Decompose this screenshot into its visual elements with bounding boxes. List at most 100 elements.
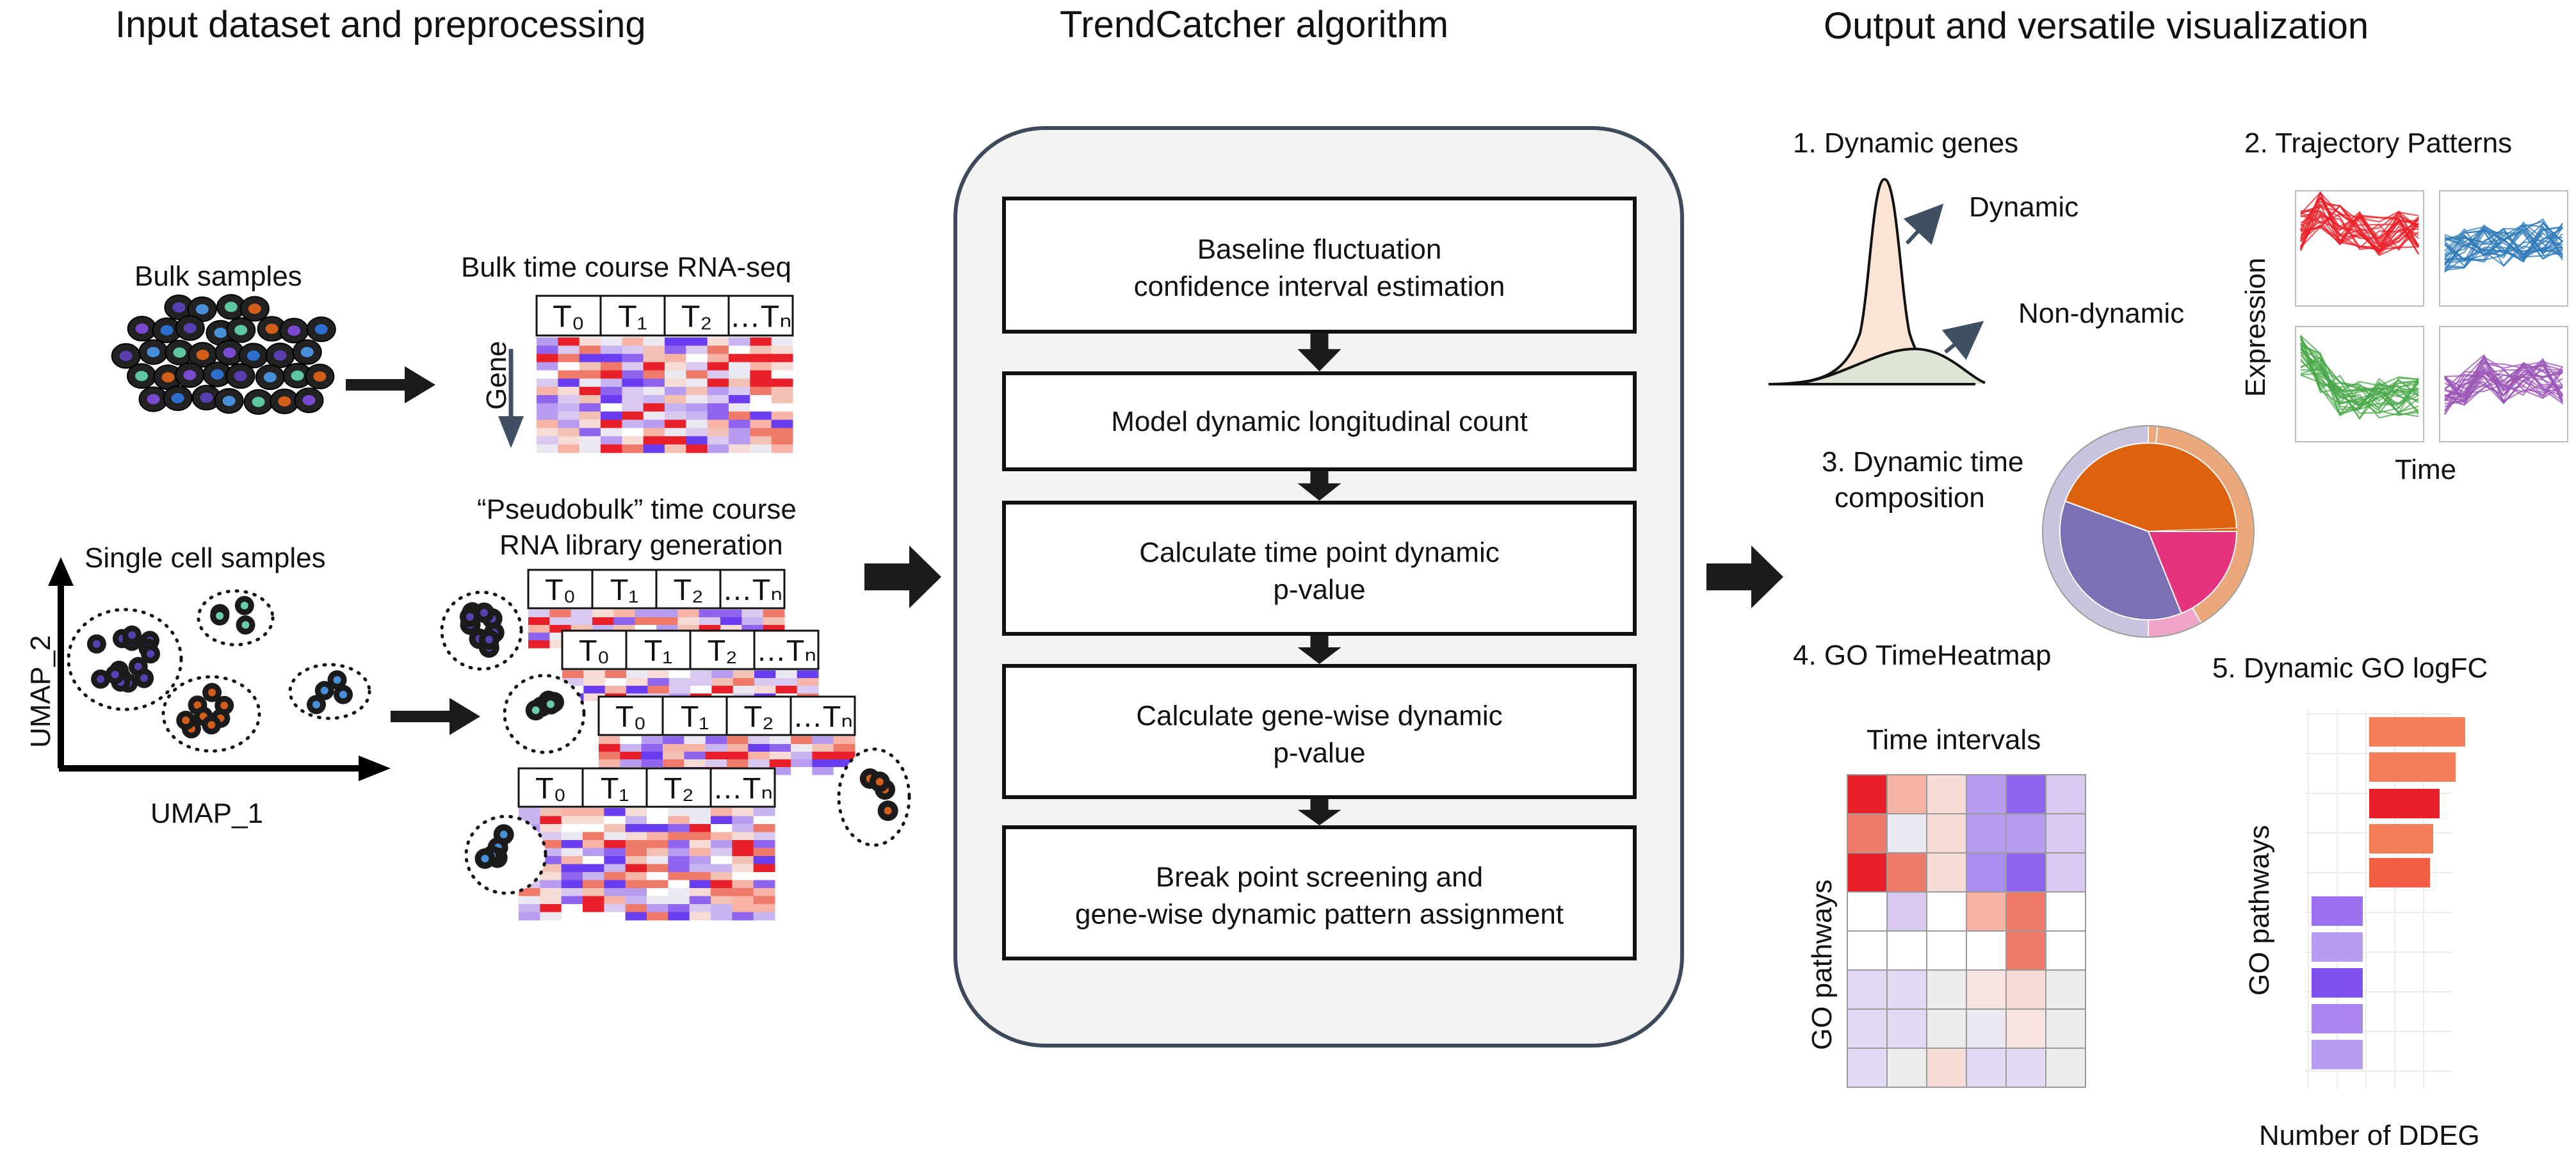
heatmap-cell: [620, 744, 642, 752]
time-header-cell: [645, 767, 712, 808]
heatmap-cell: [622, 345, 644, 355]
heatmap-cell: [647, 832, 668, 841]
section-title-output: Output and versatile visualization: [1824, 5, 2369, 47]
heatmap-cell: [753, 872, 775, 880]
heatmap-cell: [604, 848, 626, 857]
step-box: [1002, 825, 1637, 960]
go-heatmap-cell: [1847, 852, 1888, 893]
heatmap-cell: [753, 904, 775, 912]
single-cell-nucleus: [884, 807, 892, 815]
time-header-cell: [727, 295, 794, 337]
step-arrow-head: [1297, 809, 1341, 825]
heatmap-cell: [604, 670, 627, 679]
step-box: [1002, 501, 1637, 636]
go-heatmap-cell: [1966, 774, 2007, 814]
section-title-algorithm: TrendCatcher algorithm: [1060, 4, 1448, 45]
heatmap-cell: [668, 808, 690, 816]
logfc-bar-down: [2312, 1004, 2363, 1033]
step-text-line1: Break point screening and: [1156, 862, 1483, 893]
step-text-line1: Calculate gene-wise dynamic: [1136, 700, 1502, 732]
time-header-cell: [591, 569, 658, 610]
heatmap-cell: [711, 816, 733, 825]
heatmap-cell: [599, 736, 620, 745]
heatmap-cell: [625, 880, 647, 889]
section-title-input: Input dataset and preprocessing: [115, 4, 646, 45]
heatmap-cell: [720, 617, 742, 626]
heatmap-cell: [686, 362, 708, 371]
bulk-cell-nucleus: [313, 371, 327, 382]
bulk-time-header: T₀ T₁ T₂ …Tₙ: [535, 295, 794, 337]
single-cell-nucleus: [216, 611, 224, 620]
heatmap-cell: [741, 610, 764, 618]
heatmap-cell: [625, 824, 647, 832]
heatmap-cell: [583, 832, 604, 841]
pseudobulk-label-line1: “Pseudobulk” time course: [477, 494, 797, 525]
heatmap-cell: [711, 896, 733, 905]
trajectory-line: [2444, 226, 2563, 273]
heatmap-cell: [601, 419, 622, 428]
heatmap-cell: [583, 872, 604, 880]
heatmap-cell: [540, 832, 562, 841]
heatmap-cell: [604, 686, 627, 694]
heatmap-cell: [643, 353, 665, 363]
heatmap-cell: [625, 840, 647, 848]
heatmap-cell: [583, 912, 604, 921]
go-heatmap-cell: [1847, 1048, 1888, 1088]
heatmap-cell: [537, 411, 558, 421]
bulk-cell-nucleus: [265, 323, 279, 334]
heatmap-cell: [622, 378, 644, 387]
heatmap-cell: [561, 904, 583, 912]
heatmap-cell: [791, 759, 813, 768]
go-heatmap-cell: [1966, 891, 2007, 932]
heatmap-cell: [771, 387, 793, 396]
heatmap-cell: [583, 880, 604, 889]
heatmap-cell: [592, 610, 614, 618]
time-header-cell: [709, 767, 776, 808]
heatmap-cell: [622, 419, 644, 428]
heatmap-cell: [647, 904, 668, 912]
trajectory-panel-4: [2439, 326, 2568, 442]
heatmap-cell: [705, 744, 727, 752]
heatmap-cell: [647, 686, 670, 694]
heatmap-cell: [604, 912, 626, 921]
algorithm-step-2: Model dynamic longitudinal count: [1002, 371, 1637, 471]
heatmap-cell: [748, 736, 770, 745]
trajectory-panel-3: [2295, 326, 2424, 442]
go-heatmap-cell: [1966, 852, 2007, 893]
step-text-line1: Baseline fluctuation: [1197, 234, 1442, 265]
time-axis-label: Time: [2395, 454, 2456, 485]
heatmap-cell: [665, 337, 686, 346]
heatmap-cell: [729, 403, 750, 412]
heatmap-cell: [540, 880, 562, 889]
go-heatmap-cell: [2005, 1008, 2046, 1049]
time-header-label: T₁: [644, 634, 672, 667]
heatmap-cell: [690, 670, 712, 679]
heatmap-cell: [729, 419, 750, 428]
heatmap-cell: [583, 808, 604, 816]
go-heatmap-cell: [1926, 1048, 1967, 1088]
heatmap-cell: [561, 872, 583, 880]
heatmap-cell: [729, 362, 750, 371]
heatmap-cell: [812, 744, 834, 752]
heatmap-cell: [833, 736, 855, 745]
heatmap-cell: [711, 864, 733, 873]
heatmap-cell: [686, 387, 708, 396]
heatmap-cell: [665, 345, 686, 355]
step-text-line2: confidence interval estimation: [1134, 271, 1505, 302]
heatmap-cell: [689, 912, 711, 921]
trajectory-line: [2444, 358, 2563, 414]
bulk-cell-nucleus: [291, 370, 304, 381]
heatmap-cell: [561, 856, 583, 864]
heatmap-cell: [579, 345, 601, 355]
go-heatmap-cell: [2045, 1008, 2086, 1049]
heatmap-cell: [732, 880, 754, 889]
heatmap-cell: [668, 686, 691, 694]
heatmap-cell: [668, 888, 690, 896]
heatmap-cell: [665, 436, 686, 445]
step-text-line2: p-value: [1273, 574, 1365, 606]
trajectory-line: [2444, 227, 2563, 257]
heatmap-cell: [601, 370, 622, 379]
heatmap-cell: [561, 840, 583, 848]
go-time-heatmap: [1847, 774, 2086, 1088]
go-heatmap-cell: [2005, 813, 2046, 853]
